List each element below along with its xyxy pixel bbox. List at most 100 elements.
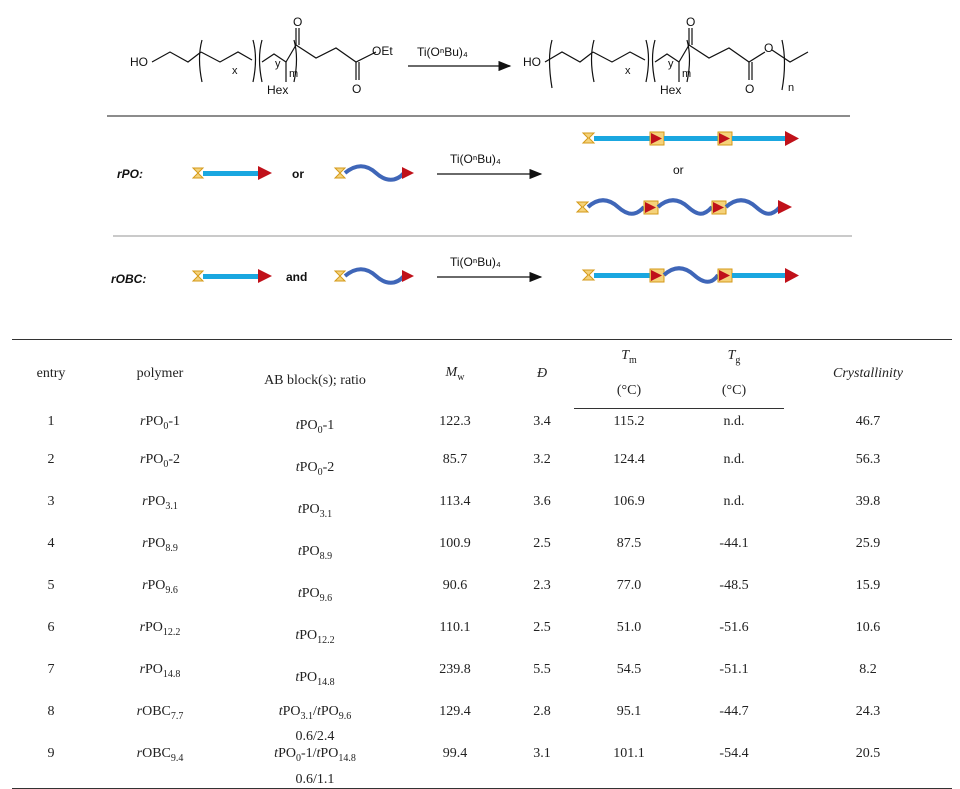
cell-tg: n.d. [723, 414, 745, 429]
header-tm-unit: (°C) [574, 374, 684, 409]
coil-block-icon-2 [333, 267, 414, 285]
cell-mw: 85.7 [442, 451, 468, 467]
cell-polymer: rPO12.2 [139, 619, 181, 638]
table-row: 2 rPO0-2 tPO0-2 85.7 3.2 124.4 n.d. 56.3 [12, 451, 952, 493]
cell-tg: n.d. [723, 451, 745, 467]
table-row: 9 rOBC9.4 tPO0-1/tPO14.8 0.6/1.1 99.4 3.1 101.… [12, 745, 952, 789]
ester-o-label: O [352, 82, 361, 96]
product-structure [544, 28, 809, 91]
cell-polymer: rPO3.1 [142, 493, 178, 512]
table-row: 7 rPO14.8 tPO14.8 239.8 5.5 54.5 -51.1 8.2 [12, 661, 952, 703]
header-mw: Mw [400, 339, 510, 409]
cell-mw: 239.8 [439, 661, 471, 677]
table-row: 4 rPO8.9 tPO8.9 100.9 2.5 87.5 -44.1 25.9 [12, 535, 952, 577]
cell-tg: -54.4 [684, 745, 784, 789]
cell-tm: 77.0 [616, 577, 642, 593]
cell-mw: 100.9 [439, 535, 471, 551]
cell-dispersity: 3.6 [533, 493, 551, 509]
oet-label: OEt [372, 44, 393, 58]
cell-tg: -48.5 [719, 577, 749, 593]
cell-tm: 87.5 [616, 535, 642, 551]
cell-crystallinity: 20.5 [784, 745, 952, 789]
cell-tg: -51.1 [719, 661, 749, 677]
cell-tm: 54.5 [616, 661, 642, 677]
cell-dispersity: 2.5 [533, 535, 551, 551]
cell-dispersity: 3.2 [533, 451, 551, 467]
cell-polymer: rPO8.9 [142, 535, 178, 554]
table-body: 1 rPO0-1 tPO0-1 122.3 3.4 115.2 n.d. 46.7 2 rPO0-… [12, 409, 952, 789]
coil-multiblock-product [575, 198, 792, 216]
cell-crystallinity: 46.7 [855, 413, 881, 429]
cell-entry: 5 [47, 577, 55, 593]
cell-tm: 95.1 [616, 703, 642, 719]
cell-crystallinity: 39.8 [855, 493, 881, 509]
cell-entry: 7 [47, 661, 55, 677]
cell-tg: -44.1 [719, 535, 749, 551]
cell-dispersity: 5.5 [533, 661, 551, 677]
header-tm: Tm [574, 339, 684, 374]
cell-polymer: rPO0-1 [139, 413, 181, 432]
cell-ab-blocks: tPO9.6 [297, 585, 333, 604]
cell-ab-blocks: tPO0-2 [295, 459, 335, 478]
cell-dispersity: 2.8 [533, 703, 551, 719]
hex-label: Hex [267, 83, 288, 97]
catalyst-label-rpo: Ti(OⁿBu)₄ [450, 152, 501, 166]
catalyst-label-robc: Ti(OⁿBu)₄ [450, 255, 501, 269]
cell-entry: 4 [47, 535, 55, 551]
cell-ab-blocks: tPO0-1 [295, 417, 335, 436]
cell-crystallinity: 24.3 [855, 703, 881, 719]
catalyst-label-top: Ti(OⁿBu)₄ [417, 45, 468, 59]
rod-multiblock-product [581, 131, 799, 146]
cell-polymer: rPO9.6 [142, 577, 178, 596]
cell-mw: 90.6 [442, 577, 468, 593]
cell-entry: 9 [12, 745, 90, 789]
subscript-m: m [289, 68, 298, 80]
cell-crystallinity: 25.9 [855, 535, 881, 551]
cell-tg: -44.7 [719, 703, 749, 719]
cell-polymer: rOBC9.4 [90, 745, 230, 789]
header-crystallinity: Crystallinity [784, 339, 952, 409]
cell-ratio: 0.6/2.4 [295, 729, 335, 745]
cell-entry: 3 [47, 493, 55, 509]
table-row: 3 rPO3.1 tPO3.1 113.4 3.6 106.9 n.d. 39.8 [12, 493, 952, 535]
subscript-y-product: y [668, 58, 674, 70]
subscript-n: n [788, 82, 794, 94]
cell-tm: 101.1 [574, 745, 684, 789]
robc-label: rOBC: [111, 272, 146, 286]
cell-ab-blocks: tPO0-1/tPO14.8 0.6/1.1 [230, 745, 400, 789]
carbonyl-o-label: O [293, 15, 302, 29]
cell-dispersity: 3.1 [510, 745, 574, 789]
rod-block-icon-2 [191, 269, 272, 283]
cell-crystallinity: 15.9 [855, 577, 881, 593]
cell-mw: 113.4 [439, 493, 471, 509]
ester-o-label-product: O [745, 82, 754, 96]
cell-polymer: rOBC7.7 [136, 703, 184, 722]
cell-ab-blocks: tPO3.1 [297, 501, 333, 520]
header-tg-unit: (°C) [684, 374, 784, 409]
cell-entry: 6 [47, 619, 55, 635]
cell-mw: 99.4 [400, 745, 510, 789]
cell-entry: 2 [47, 451, 55, 467]
cell-dispersity: 3.4 [533, 413, 551, 429]
subscript-y: y [275, 58, 281, 70]
cell-entry: 1 [47, 413, 55, 429]
hex-label-product: Hex [660, 83, 681, 97]
table-row: 8 rOBC7.7 tPO3.1/tPO9.6 0.6/2.4 129.4 2.8 95.1… [12, 703, 952, 746]
polymer-properties-table: entry polymer AB block(s); ratio Mw Đ Tm… [12, 339, 952, 789]
cell-tm: 124.4 [613, 451, 645, 467]
cell-ab-blocks: tPO12.2 [295, 627, 335, 646]
cell-ab-blocks: tPO14.8 [295, 669, 335, 688]
cell-dispersity: 2.3 [533, 577, 551, 593]
carbonyl-o-label-product: O [686, 15, 695, 29]
ester-link-o-label: O [764, 41, 773, 55]
cell-dispersity: 2.5 [533, 619, 551, 635]
cell-ab-blocks: tPO3.1/tPO9.6 0.6/2.4 [230, 703, 400, 746]
cell-crystallinity: 8.2 [859, 661, 877, 677]
rpo-label: rPO: [117, 167, 143, 181]
table-row: 5 rPO9.6 tPO9.6 90.6 2.3 77.0 -48.5 15.9 [12, 577, 952, 619]
reaction-scheme: HO x y m Hex O OEt O Ti(OⁿBu)₄ HO x y m … [107, 15, 852, 286]
cell-tm: 106.9 [613, 493, 645, 509]
cell-entry: 8 [47, 703, 55, 719]
cell-mw: 129.4 [439, 703, 471, 719]
table-row: 1 rPO0-1 tPO0-1 122.3 3.4 115.2 n.d. 46.7 [12, 409, 952, 451]
